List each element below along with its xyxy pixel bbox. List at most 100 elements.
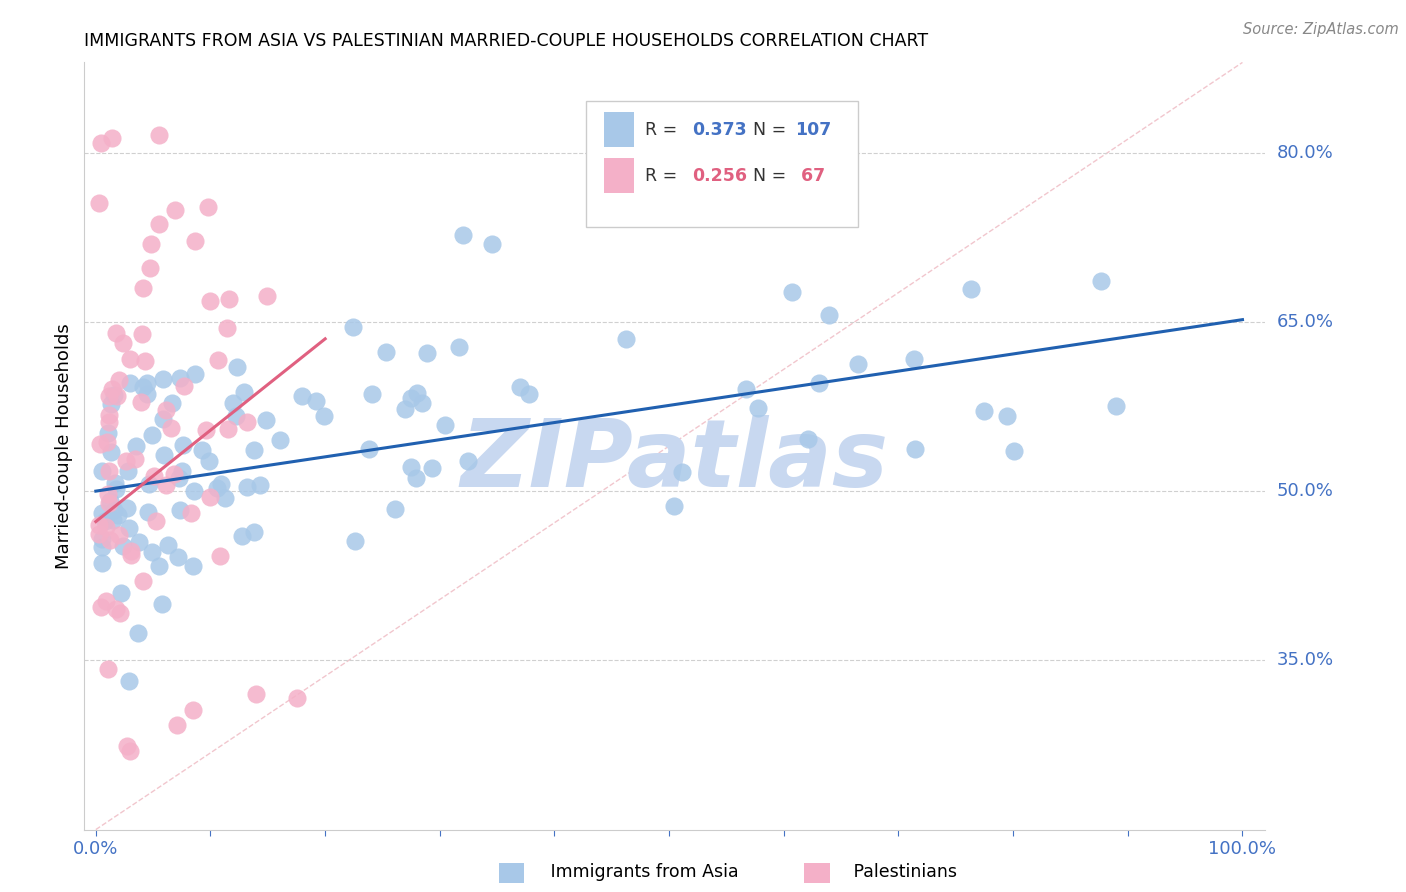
Point: [190, 443, 212, 458]
Point: [155, 478, 177, 492]
Point: [287, 690, 309, 705]
Point: [160, 396, 183, 410]
Point: [245, 687, 267, 701]
Point: [108, 606, 131, 620]
Text: Source: ZipAtlas.com: Source: ZipAtlas.com: [1243, 22, 1399, 37]
Point: [98, 415, 121, 429]
Point: [225, 409, 247, 423]
Point: [97, 487, 120, 501]
Point: [200, 490, 222, 504]
Point: [197, 454, 219, 468]
Point: [183, 484, 205, 499]
Text: ZIPatlas: ZIPatlas: [461, 416, 889, 508]
Point: [105, 389, 128, 403]
Point: [98, 389, 121, 403]
Point: [89, 437, 111, 451]
FancyBboxPatch shape: [605, 112, 634, 147]
Point: [115, 453, 138, 467]
Point: [217, 422, 239, 436]
Point: [249, 478, 271, 492]
Point: [291, 388, 314, 402]
Point: [1090, 274, 1112, 288]
Point: [236, 480, 259, 494]
Point: [447, 340, 470, 354]
Point: [89, 517, 111, 532]
Point: [131, 327, 153, 342]
Point: [166, 718, 188, 732]
Point: [100, 445, 122, 459]
Point: [181, 559, 204, 574]
Point: [173, 379, 195, 393]
Point: [117, 500, 139, 515]
Point: [152, 372, 174, 386]
Point: [375, 344, 398, 359]
Point: [184, 235, 207, 249]
Point: [314, 409, 336, 423]
Point: [90, 136, 112, 150]
Point: [207, 353, 229, 368]
Point: [169, 370, 191, 384]
Text: 0.373: 0.373: [693, 121, 747, 139]
Point: [120, 376, 142, 390]
Point: [394, 401, 416, 416]
Point: [434, 417, 457, 432]
Text: 50.0%: 50.0%: [1277, 482, 1333, 500]
Point: [97, 662, 120, 676]
Point: [242, 524, 264, 539]
Point: [734, 382, 756, 396]
Y-axis label: Married-couple Households: Married-couple Households: [55, 323, 73, 569]
Point: [195, 423, 218, 437]
Point: [141, 545, 163, 559]
Point: [98, 533, 121, 547]
Point: [342, 319, 364, 334]
Point: [818, 308, 841, 322]
Point: [97, 496, 120, 510]
Point: [995, 409, 1018, 423]
Point: [120, 743, 142, 757]
Point: [104, 602, 127, 616]
Point: [904, 442, 927, 456]
Point: [90, 540, 112, 554]
Point: [481, 237, 503, 252]
Point: [184, 368, 207, 382]
Point: [422, 461, 444, 475]
Point: [132, 380, 155, 394]
Point: [780, 285, 803, 299]
Point: [120, 548, 142, 562]
Point: [100, 397, 122, 411]
Point: [107, 508, 129, 522]
Text: 107: 107: [796, 121, 831, 139]
Text: N =: N =: [742, 121, 792, 139]
Point: [90, 599, 112, 614]
Point: [94, 514, 117, 528]
Point: [128, 535, 150, 549]
Point: [163, 202, 186, 217]
Point: [135, 387, 157, 401]
Point: [215, 321, 238, 335]
Point: [198, 293, 221, 308]
Point: [662, 499, 685, 513]
Point: [231, 529, 253, 543]
Point: [399, 391, 422, 405]
Point: [110, 586, 132, 600]
Point: [138, 476, 160, 491]
Point: [132, 574, 155, 589]
Point: [973, 404, 995, 418]
Point: [209, 549, 232, 563]
Point: [405, 471, 427, 485]
Point: [205, 481, 228, 495]
Point: [108, 373, 131, 387]
Point: [134, 354, 156, 368]
Point: [97, 408, 120, 422]
Point: [148, 558, 170, 573]
Point: [236, 415, 259, 429]
Text: R =: R =: [645, 167, 683, 185]
Point: [846, 357, 869, 371]
Point: [91, 532, 114, 546]
Point: [222, 395, 245, 409]
Point: [903, 352, 925, 367]
Point: [343, 533, 366, 548]
Point: [103, 475, 125, 490]
Point: [160, 421, 183, 435]
Text: 35.0%: 35.0%: [1277, 651, 1334, 669]
